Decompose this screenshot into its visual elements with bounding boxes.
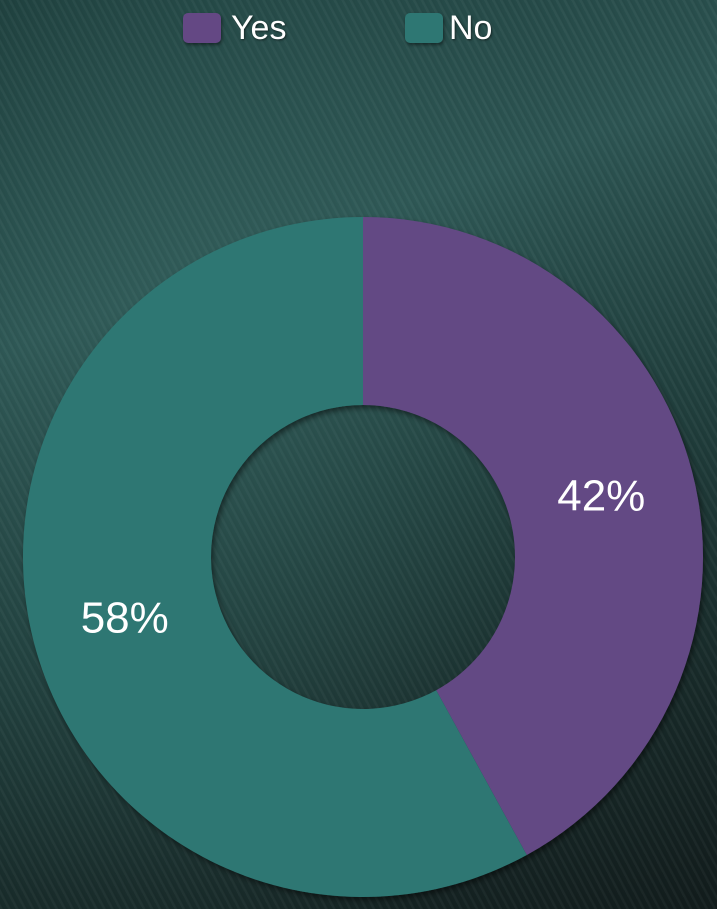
- legend-label-no: No: [449, 9, 493, 47]
- chart-legend: Yes No: [0, 6, 717, 50]
- legend-swatch-no: [405, 13, 443, 43]
- data-label-no: 58%: [81, 594, 169, 643]
- slice-yes: [363, 217, 704, 855]
- data-label-yes: 42%: [557, 471, 645, 520]
- legend-item-no: No: [405, 6, 492, 50]
- slice-no: [23, 217, 527, 897]
- legend-swatch-yes: [183, 13, 221, 43]
- legend-item-yes: Yes: [183, 6, 286, 50]
- legend-label-yes: Yes: [231, 9, 287, 47]
